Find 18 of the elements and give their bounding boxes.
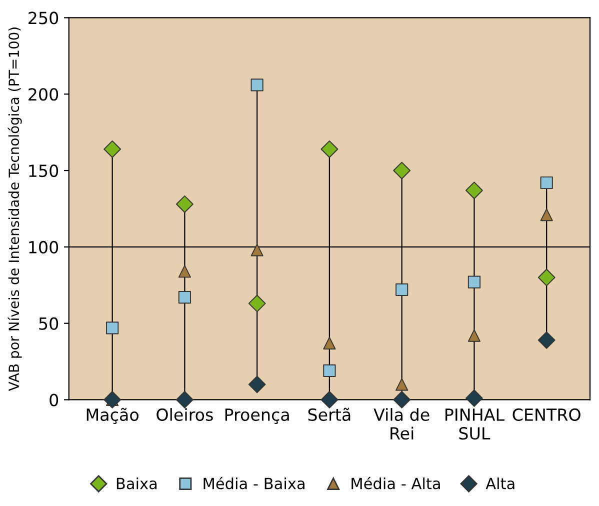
legend-label: Média - Alta [352,476,440,490]
y-tick-label: 0 [50,394,58,406]
x-tick-label: Proença [225,408,289,424]
legend-label: Alta [486,477,514,490]
legend-label: Média - Baixa [204,476,304,490]
x-tick-label: Mação [86,408,138,424]
y-tick-label: 50 [39,317,58,330]
y-tick-label: 250 [28,12,58,24]
y-tick-label: 200 [28,88,58,101]
x-tick-label: Vila de Rei [374,408,430,440]
y-axis-title: VAB por Níveis de Intensidade Tecnológica (PT=100) [8,28,22,391]
y-tick-label: 100 [29,240,58,254]
y-tick-label: 150 [29,164,58,178]
x-tick-label: Oleiros [156,408,213,421]
legend-label: Baixa [116,477,157,490]
x-tick-label: PINHAL SUL [446,408,504,440]
x-tick-label: Sertã [308,408,350,421]
x-tick-label: CENTRO [512,408,580,421]
